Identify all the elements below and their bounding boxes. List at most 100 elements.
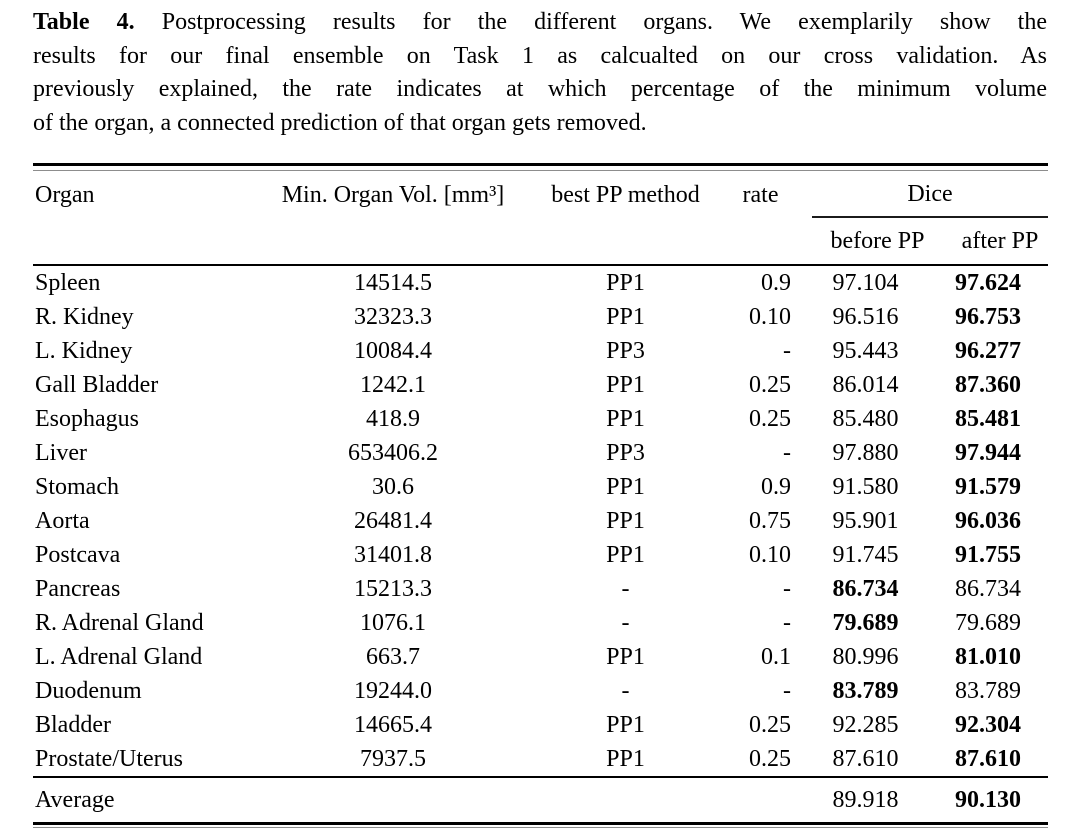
table-row: Esophagus 418.9 PP1 0.25 85.480 85.481 — [33, 402, 1048, 436]
method-cell: - — [621, 576, 630, 602]
average-label: Average — [33, 776, 253, 822]
volume-cell: 14514.5 — [354, 270, 432, 296]
dice-before-cell: 83.789 — [832, 678, 899, 704]
volume-cell: 7937.5 — [360, 746, 426, 772]
table-row: L. Kidney 10084.4 PP3 - 95.443 96.277 — [33, 334, 1048, 368]
organ-cell: Duodenum — [35, 678, 142, 704]
method-cell: PP1 — [606, 508, 645, 534]
method-cell: PP1 — [606, 746, 645, 772]
dice-after-cell: 96.036 — [955, 508, 1021, 534]
organ-cell: Gall Bladder — [35, 372, 159, 398]
average-volume-cell — [253, 776, 533, 822]
table-row: Liver 653406.2 PP3 - 97.880 97.944 — [33, 436, 1048, 470]
table-row: Bladder 14665.4 PP1 0.25 92.285 92.304 — [33, 708, 1048, 742]
method-cell: PP1 — [606, 406, 645, 432]
organ-cell: Prostate/Uterus — [35, 746, 183, 772]
rate-cell: - — [783, 576, 791, 602]
volume-cell: 418.9 — [366, 406, 420, 432]
dice-before-cell: 95.901 — [832, 508, 899, 534]
method-cell: PP3 — [606, 338, 645, 364]
average-before-cell: 89.918 — [803, 776, 928, 822]
rate-cell: 0.1 — [761, 644, 791, 670]
rate-cell: - — [783, 440, 791, 466]
rate-cell: 0.25 — [749, 406, 791, 432]
volume-cell: 663.7 — [366, 644, 420, 670]
dice-after-cell: 85.481 — [955, 406, 1021, 432]
dice-before-cell: 91.745 — [832, 542, 899, 568]
dice-after-cell: 86.734 — [955, 576, 1021, 602]
col-header-after-pp: after PP — [928, 218, 1048, 266]
dice-before-cell: 95.443 — [832, 338, 899, 364]
results-table-wrap: Organ Min. Organ Vol. [mm³] best PP meth… — [33, 163, 1048, 828]
dice-after-cell: 97.944 — [955, 440, 1021, 466]
table-row: R. Kidney 32323.3 PP1 0.10 96.516 96.753 — [33, 300, 1048, 334]
dice-after-cell: 79.689 — [955, 610, 1021, 636]
dice-before-cell: 86.734 — [832, 576, 899, 602]
rate-cell: 0.10 — [749, 542, 791, 568]
dice-header-underline: Dice — [812, 171, 1048, 218]
col-header-rate: rate — [742, 181, 779, 208]
col-header-dice-cell: Dice — [803, 171, 1048, 218]
table-row: Postcava 31401.8 PP1 0.10 91.745 91.755 — [33, 538, 1048, 572]
volume-cell: 32323.3 — [354, 304, 432, 330]
caption-line-2: results for our final ensemble on Task 1… — [33, 42, 1047, 69]
dice-before-cell: 97.880 — [832, 440, 899, 466]
volume-cell: 14665.4 — [354, 712, 432, 738]
header-row-2: before PP after PP — [33, 218, 1048, 266]
bottom-rule-thick — [33, 822, 1048, 825]
rate-cell: 0.25 — [749, 712, 791, 738]
method-cell: PP1 — [606, 474, 645, 500]
rate-cell: 0.9 — [761, 474, 791, 500]
method-cell: PP1 — [606, 644, 645, 670]
dice-before-cell: 86.014 — [832, 372, 899, 398]
col-header-method: best PP method — [551, 181, 700, 208]
rate-cell: - — [783, 678, 791, 704]
organ-cell: Aorta — [35, 508, 90, 534]
caption-table-label: Table 4. — [33, 9, 135, 35]
volume-cell: 653406.2 — [348, 440, 438, 466]
volume-cell: 26481.4 — [354, 508, 432, 534]
bottom-rule-thin — [33, 827, 1048, 828]
table-row: Stomach 30.6 PP1 0.9 91.580 91.579 — [33, 470, 1048, 504]
table-row: Gall Bladder 1242.1 PP1 0.25 86.014 87.3… — [33, 368, 1048, 402]
top-rule-thick — [33, 163, 1048, 166]
caption-line-1-text: Postprocessing results for the different… — [161, 9, 1048, 35]
organ-cell: Postcava — [35, 542, 121, 568]
organ-cell: Esophagus — [35, 406, 139, 432]
table-row: Duodenum 19244.0 - - 83.789 83.789 — [33, 674, 1048, 708]
table-row: Spleen 14514.5 PP1 0.9 97.104 97.624 — [33, 266, 1048, 300]
volume-cell: 1076.1 — [360, 610, 426, 636]
col-header-organ: Organ — [35, 181, 95, 208]
dice-before-cell: 87.610 — [832, 746, 899, 772]
dice-after-cell: 81.010 — [955, 644, 1021, 670]
organ-cell: L. Adrenal Gland — [35, 644, 203, 670]
header-row-2-spacer — [33, 218, 803, 266]
top-rule-thin — [33, 170, 1048, 171]
dice-after-cell: 96.277 — [955, 338, 1021, 364]
header-row-1: Organ Min. Organ Vol. [mm³] best PP meth… — [33, 171, 1048, 218]
organ-cell: Bladder — [35, 712, 111, 738]
dice-before-cell: 97.104 — [832, 270, 899, 296]
rate-cell: 0.75 — [749, 508, 791, 534]
dice-before-cell: 96.516 — [832, 304, 899, 330]
dice-before-cell: 92.285 — [832, 712, 899, 738]
volume-cell: 10084.4 — [354, 338, 432, 364]
rate-cell: 0.25 — [749, 372, 791, 398]
organ-cell: R. Adrenal Gland — [35, 610, 204, 636]
table-row: R. Adrenal Gland 1076.1 - - 79.689 79.68… — [33, 606, 1048, 640]
dice-after-cell: 83.789 — [955, 678, 1021, 704]
volume-cell: 30.6 — [372, 474, 414, 500]
volume-cell: 1242.1 — [360, 372, 426, 398]
organ-cell: L. Kidney — [35, 338, 133, 364]
volume-cell: 19244.0 — [354, 678, 432, 704]
rate-cell: - — [783, 338, 791, 364]
dice-before-cell: 91.580 — [832, 474, 899, 500]
volume-cell: 15213.3 — [354, 576, 432, 602]
table-caption: Table 4. Postprocessing results for the … — [33, 6, 1047, 140]
col-header-before-pp: before PP — [803, 218, 928, 266]
results-table: Organ Min. Organ Vol. [mm³] best PP meth… — [33, 171, 1048, 822]
caption-line-4: of the organ, a connected prediction of … — [33, 109, 647, 136]
dice-after-cell: 91.579 — [955, 474, 1021, 500]
volume-cell: 31401.8 — [354, 542, 432, 568]
